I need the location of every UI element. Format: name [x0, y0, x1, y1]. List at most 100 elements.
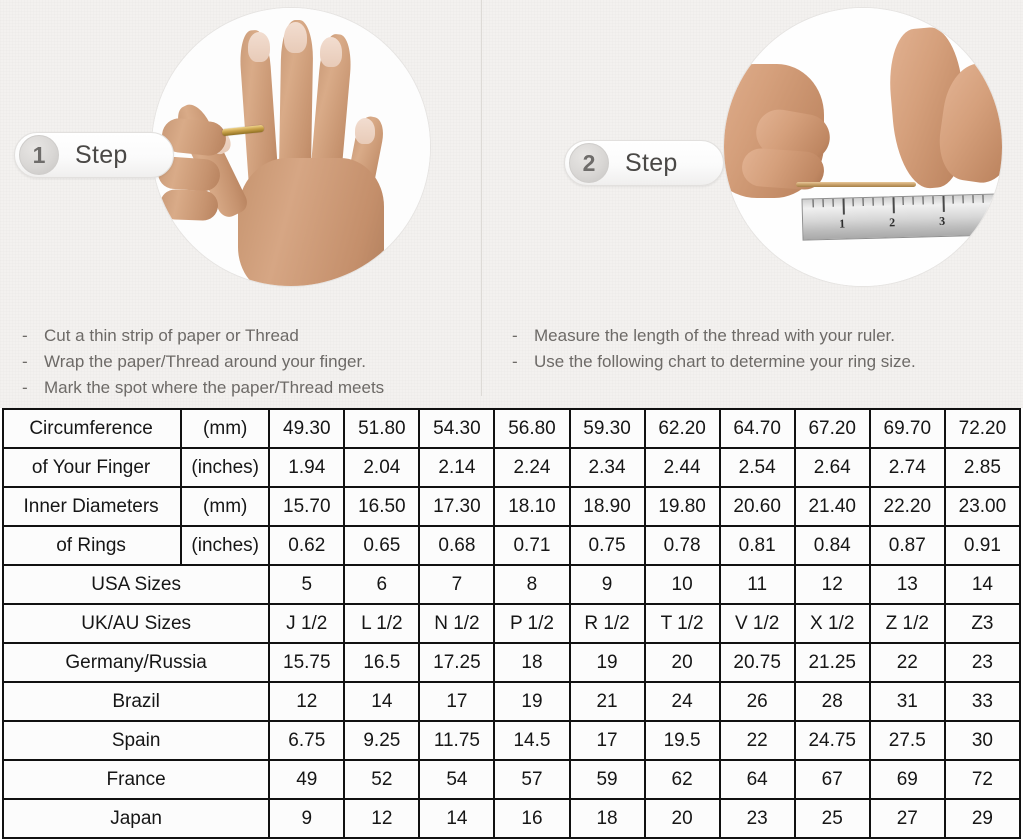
table-cell: 11: [718, 564, 796, 605]
metal-ruler: 1 2 3: [801, 193, 1002, 241]
table-cell: 27.5: [868, 720, 946, 761]
row-label: France: [1, 759, 271, 800]
table-cell: 67: [793, 759, 871, 800]
table-row: of Rings (inches) 0.62 0.65 0.68 0.71 0.75 0.78…: [1, 525, 1022, 566]
table-cell: 29: [943, 798, 1022, 839]
row-label: Brazil: [1, 681, 271, 722]
table-cell: 67.20: [793, 408, 871, 449]
table-cell: 10: [643, 564, 721, 605]
table-cell: 14: [418, 798, 496, 839]
table-cell: 18: [493, 642, 571, 683]
bullet-dash: -: [512, 326, 518, 345]
table-cell: 2.04: [343, 447, 421, 488]
table-cell: 21: [568, 681, 646, 722]
table-cell: X 1/2: [793, 603, 871, 644]
table-cell: V 1/2: [718, 603, 796, 644]
table-row: Brazil 12 14 17 19 21 24 26 28 31 33: [1, 681, 1022, 722]
table-cell: 17: [568, 720, 646, 761]
table-cell: 57: [493, 759, 571, 800]
row-unit: (inches): [180, 525, 271, 566]
table-cell: 72.20: [943, 408, 1022, 449]
instruction-text: Mark the spot where the paper/Thread mee…: [44, 378, 385, 397]
table-cell: 0.65: [343, 525, 421, 566]
instruction-item: - Mark the spot where the paper/Thread me…: [22, 375, 384, 401]
table-cell: 0.91: [943, 525, 1022, 566]
table-row: Germany/Russia 15.75 16.5 17.25 18 19 20 20.75 2…: [1, 642, 1022, 683]
table-row: UK/AU Sizes J 1/2 L 1/2 N 1/2 P 1/2 R 1/2 T 1/…: [1, 603, 1022, 644]
step-1-badge: 1 Step: [14, 132, 174, 178]
table-cell: 7: [418, 564, 496, 605]
table-cell: 20: [643, 642, 721, 683]
instruction-text: Use the following chart to determine you…: [534, 352, 916, 371]
ruler-mark-2: 2: [888, 215, 896, 230]
table-cell: 15.70: [268, 486, 346, 527]
table-cell: Z3: [943, 603, 1022, 644]
ruler-illustration: 1 2 3: [724, 8, 1002, 286]
row-label: USA Sizes: [1, 564, 271, 605]
table-row: Spain 6.75 9.25 11.75 14.5 17 19.5 22 24.75 27.5 3…: [1, 720, 1022, 761]
table-cell: 12: [268, 681, 346, 722]
table-cell: 0.87: [868, 525, 946, 566]
row-label: Inner Diameters: [1, 486, 183, 527]
table-cell: 22.20: [868, 486, 946, 527]
table-cell: 33: [943, 681, 1022, 722]
table-cell: 17.30: [418, 486, 496, 527]
table-cell: 18: [568, 798, 646, 839]
table-cell: 22: [868, 642, 946, 683]
table-cell: 2.85: [943, 447, 1022, 488]
table-cell: 51.80: [343, 408, 421, 449]
row-unit: (inches): [180, 447, 271, 488]
table-cell: P 1/2: [493, 603, 571, 644]
table-cell: 54.30: [418, 408, 496, 449]
table-cell: N 1/2: [418, 603, 496, 644]
instruction-text: Cut a thin strip of paper or Thread: [44, 326, 299, 345]
table-cell: 23: [943, 642, 1022, 683]
table-cell: J 1/2: [268, 603, 346, 644]
table-cell: 11.75: [418, 720, 496, 761]
row-unit: (mm): [180, 408, 271, 449]
table-cell: 6: [343, 564, 421, 605]
table-cell: 0.81: [718, 525, 796, 566]
table-cell: 2.14: [418, 447, 496, 488]
table-cell: 19.5: [643, 720, 721, 761]
hand-with-ring-photo: [152, 8, 430, 286]
table-cell: 21.25: [793, 642, 871, 683]
table-row: Inner Diameters (mm) 15.70 16.50 17.30 18.10 1…: [1, 486, 1022, 527]
table-cell: 12: [793, 564, 871, 605]
table-cell: 24.75: [793, 720, 871, 761]
table-cell: 21.40: [793, 486, 871, 527]
table-cell: 22: [718, 720, 796, 761]
table-cell: T 1/2: [643, 603, 721, 644]
table-cell: 9: [268, 798, 346, 839]
hand-illustration: [152, 8, 430, 286]
table-cell: 52: [343, 759, 421, 800]
table-cell: 2.64: [793, 447, 871, 488]
table-cell: 20.75: [718, 642, 796, 683]
table-cell: 2.54: [718, 447, 796, 488]
table-cell: 31: [868, 681, 946, 722]
measuring-guide-section: 1 2 3 1 Step 2 Step - Cut a thin strip of…: [0, 0, 1023, 408]
table-cell: 27: [868, 798, 946, 839]
table-cell: 1.94: [268, 447, 346, 488]
ruler-mark-1: 1: [838, 216, 846, 231]
table-cell: 9.25: [343, 720, 421, 761]
table-cell: 19.80: [643, 486, 721, 527]
table-cell: 17: [418, 681, 496, 722]
table-cell: 72: [943, 759, 1022, 800]
row-unit: (mm): [180, 486, 271, 527]
instruction-item: - Use the following chart to determine yo…: [512, 349, 916, 375]
size-conversion-table: Circumference (mm) 49.30 51.80 54.30 56.80 59.…: [1, 408, 1022, 839]
table-cell: 56.80: [493, 408, 571, 449]
table-cell: 2.44: [643, 447, 721, 488]
bullet-dash: -: [22, 352, 28, 371]
table-cell: 0.75: [568, 525, 646, 566]
ruler-mark-3: 3: [938, 213, 946, 229]
step-2-label: Step: [625, 148, 678, 177]
table-cell: 69: [868, 759, 946, 800]
table-row: USA Sizes 5 6 7 8 9 10 11 12 13 14: [1, 564, 1022, 605]
table-cell: 2.24: [493, 447, 571, 488]
instruction-item: - Measure the length of the thread with y…: [512, 323, 916, 349]
table-cell: 0.71: [493, 525, 571, 566]
table-cell: R 1/2: [568, 603, 646, 644]
row-label: UK/AU Sizes: [1, 603, 271, 644]
